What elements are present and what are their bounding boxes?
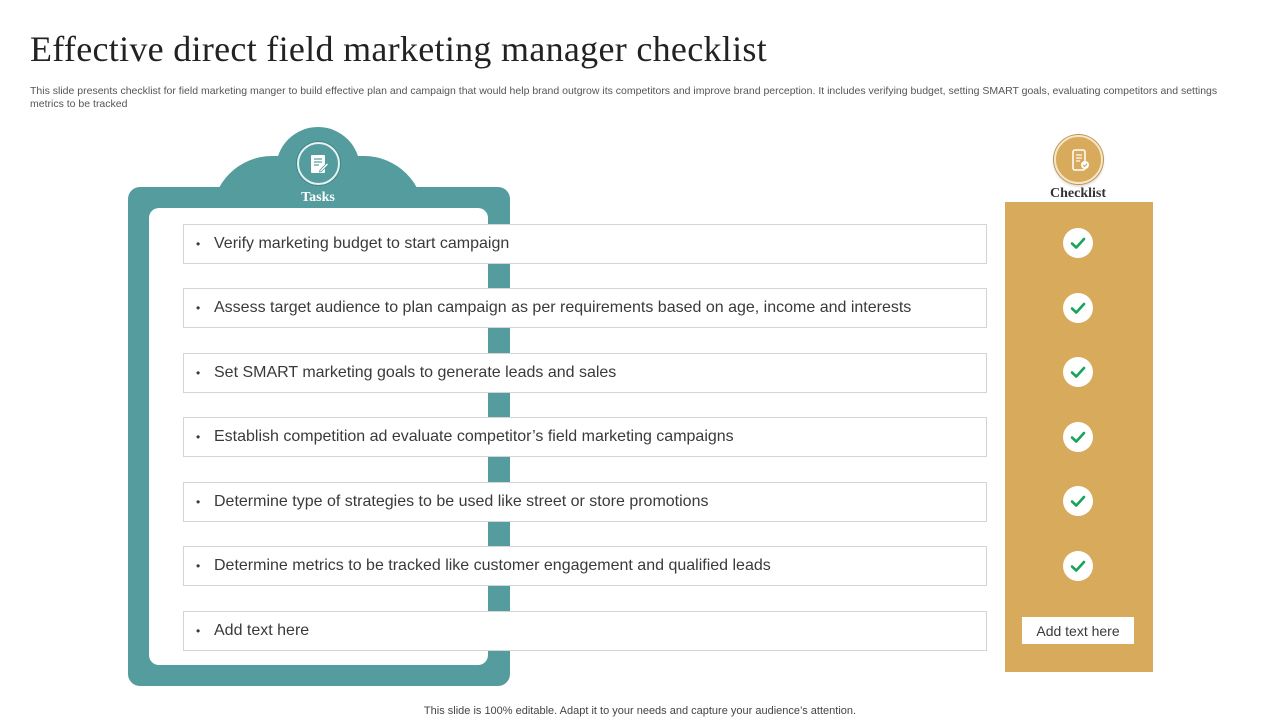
task-text: Set SMART marketing goals to generate le… [214,364,617,381]
document-edit-icon [297,142,340,185]
task-row: • Add text here [183,611,987,651]
bullet-icon: • [196,366,201,380]
check-icon [1063,486,1093,516]
task-text: Determine metrics to be tracked like cus… [214,557,771,574]
checklist-heading: Checklist [1050,186,1106,201]
check-icon [1063,422,1093,452]
task-row: • Assess target audience to plan campaig… [183,288,987,328]
task-text: Determine type of strategies to be used … [214,493,709,510]
task-row: • Verify marketing budget to start campa… [183,224,987,264]
bullet-icon: • [196,430,201,444]
bullet-icon: • [196,559,201,573]
task-text: Assess target audience to plan campaign … [214,299,912,316]
bullet-icon: • [196,624,201,638]
task-text: Add text here [214,622,310,639]
check-icon [1063,551,1093,581]
task-row: • Set SMART marketing goals to generate … [183,353,987,393]
check-icon [1063,228,1093,258]
page-subtitle: This slide presents checklist for field … [30,85,1218,110]
page-title: Effective direct field marketing manager… [30,29,768,69]
bullet-icon: • [196,237,201,251]
task-row: • Establish competition ad evaluate comp… [183,417,987,457]
task-text: Verify marketing budget to start campaig… [214,235,510,252]
tasks-heading: Tasks [301,190,335,205]
mobile-checklist-icon [1054,135,1103,184]
task-text: Establish competition ad evaluate compet… [214,428,734,445]
bullet-icon: • [196,301,201,315]
checklist-note: Add text here [1022,617,1134,644]
bullet-icon: • [196,495,201,509]
check-icon [1063,357,1093,387]
footer-note: This slide is 100% editable. Adapt it to… [423,705,857,717]
task-row: • Determine type of strategies to be use… [183,482,987,522]
task-row: • Determine metrics to be tracked like c… [183,546,987,586]
check-icon [1063,293,1093,323]
